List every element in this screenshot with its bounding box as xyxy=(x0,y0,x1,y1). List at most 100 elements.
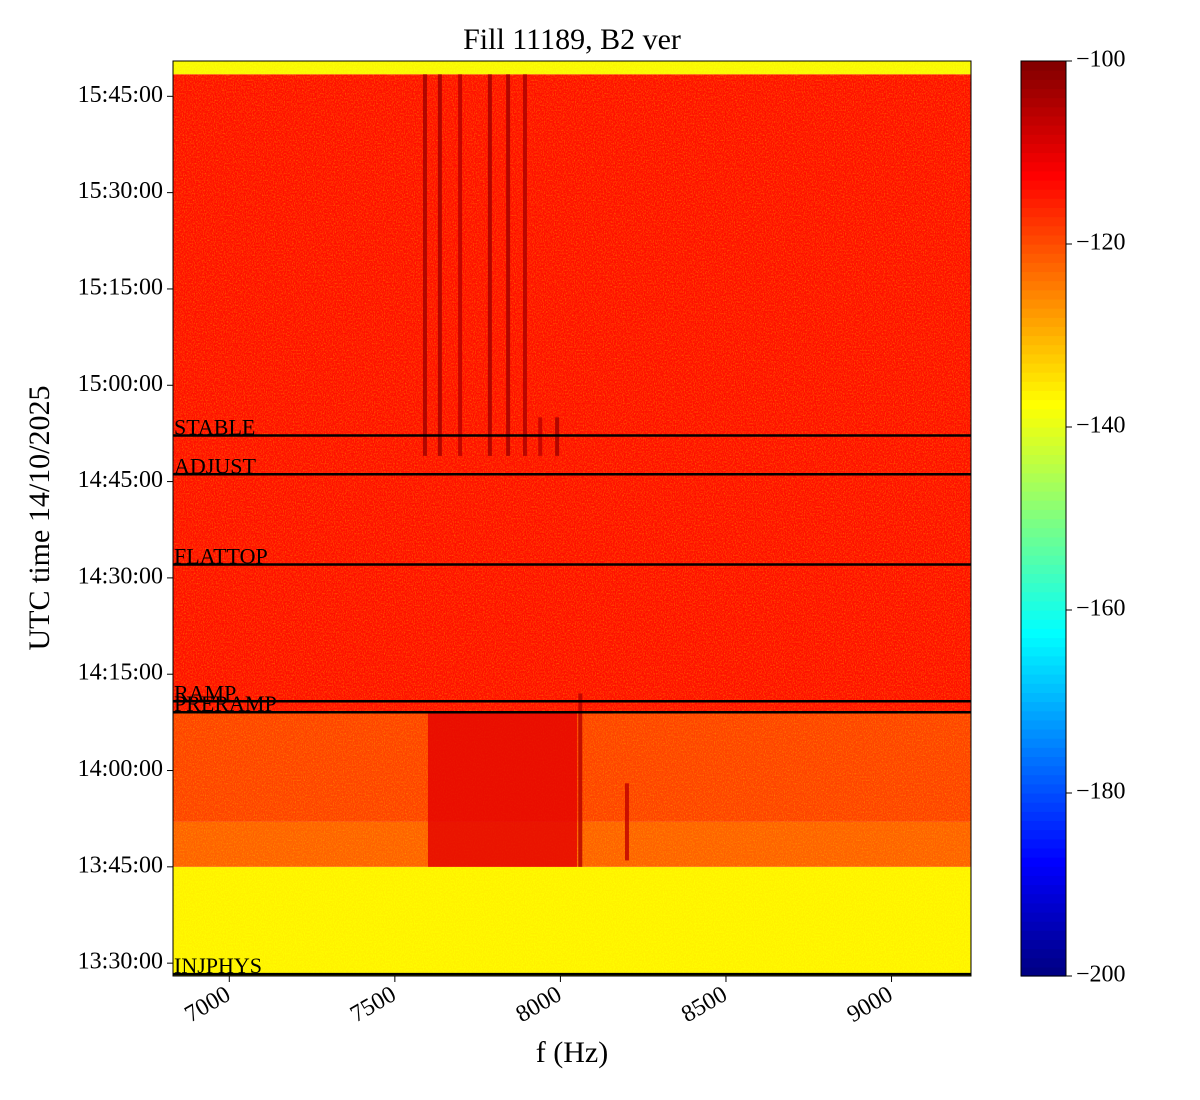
y-tick-label: 15:45:00 xyxy=(78,82,163,108)
colorbar-step xyxy=(1021,655,1066,666)
colorbar-step xyxy=(1021,134,1066,144)
colorbar-step xyxy=(1021,390,1066,401)
colorbar-step xyxy=(1021,719,1066,730)
colorbar-step xyxy=(1021,948,1066,959)
spectral-feature xyxy=(522,74,527,456)
colorbar-step xyxy=(1021,289,1066,300)
colorbar-tick-label: −100 xyxy=(1076,47,1126,73)
colorbar-step xyxy=(1021,271,1066,282)
mode-label: PRERAMP xyxy=(174,691,277,716)
colorbar-step xyxy=(1021,610,1066,620)
colorbar-step xyxy=(1021,253,1066,263)
colorbar-step xyxy=(1021,97,1066,108)
colorbar-step xyxy=(1021,445,1066,456)
y-tick-label: 15:00:00 xyxy=(78,371,163,397)
spectral-feature xyxy=(506,74,511,456)
colorbar-step xyxy=(1021,829,1066,840)
x-tick-label: 8000 xyxy=(512,981,567,1028)
colorbar-step xyxy=(1021,783,1066,794)
mode-label: FLATTOP xyxy=(174,544,268,569)
colorbar-step xyxy=(1021,362,1066,373)
colorbar-step xyxy=(1021,692,1066,703)
x-axis-label: f (Hz) xyxy=(536,1036,608,1069)
colorbar-step xyxy=(1021,88,1066,99)
colorbar-step xyxy=(1021,902,1066,913)
colorbar-step xyxy=(1021,893,1066,904)
colorbar-step xyxy=(1021,637,1066,648)
spectral-feature xyxy=(578,693,583,867)
colorbar-step xyxy=(1021,518,1066,529)
colorbar-step xyxy=(1021,353,1066,364)
mode-label: ADJUST xyxy=(174,453,256,478)
y-axis-label: UTC time 14/10/2025 xyxy=(23,386,56,651)
colorbar-step xyxy=(1021,866,1066,876)
colorbar-step xyxy=(1021,628,1066,639)
colorbar-step xyxy=(1021,326,1066,337)
colorbar-step xyxy=(1021,710,1066,721)
colorbar-step xyxy=(1021,344,1066,355)
colorbar-step xyxy=(1021,847,1066,858)
colorbar-step xyxy=(1021,335,1066,346)
x-tick-label: 7000 xyxy=(180,981,235,1028)
colorbar-step xyxy=(1021,664,1066,675)
plot-frame xyxy=(172,60,972,977)
colorbar-step xyxy=(1021,765,1066,776)
colorbar-step xyxy=(1021,930,1066,940)
colorbar-frame xyxy=(1020,60,1067,977)
chart-title: Fill 11189, B2 ver xyxy=(463,23,681,56)
colorbar-step xyxy=(1021,793,1066,803)
spectral-feature xyxy=(487,74,492,456)
colorbar-step xyxy=(1021,555,1066,565)
colorbar-step xyxy=(1021,143,1066,154)
colorbar-step xyxy=(1021,125,1066,135)
spectral-feature xyxy=(458,74,463,456)
y-tick-label: 14:45:00 xyxy=(78,467,163,493)
colorbar-step xyxy=(1021,189,1066,199)
y-tick-label: 14:15:00 xyxy=(78,660,163,686)
colorbar-step xyxy=(1021,820,1066,831)
colorbar-tick-label: −120 xyxy=(1076,230,1126,256)
spectral-feature xyxy=(422,74,427,456)
colorbar-step xyxy=(1021,857,1066,867)
colorbar-step xyxy=(1021,225,1066,236)
spectral-feature xyxy=(624,783,629,861)
colorbar-tick-label: −200 xyxy=(1076,962,1126,988)
colorbar-step xyxy=(1021,491,1066,501)
colorbar-step xyxy=(1021,463,1066,474)
colorbar-step xyxy=(1021,573,1066,584)
colorbar-step xyxy=(1021,317,1066,327)
colorbar-step xyxy=(1021,79,1066,90)
colorbar-step xyxy=(1021,701,1066,712)
colorbar-step xyxy=(1021,683,1066,693)
colorbar-step xyxy=(1021,234,1066,245)
colorbar-step xyxy=(1021,884,1066,895)
colorbar-step xyxy=(1021,545,1066,556)
colorbar-step xyxy=(1021,454,1066,465)
colorbar-step xyxy=(1021,472,1066,483)
colorbar-step xyxy=(1021,170,1066,181)
mode-label: RAMP xyxy=(174,680,236,705)
colorbar-tick-label: −140 xyxy=(1076,413,1126,439)
colorbar xyxy=(1021,61,1066,977)
colorbar-step xyxy=(1021,280,1066,291)
colorbar-step xyxy=(1021,179,1066,190)
y-tick-label: 13:30:00 xyxy=(78,949,163,975)
x-tick-label: 8500 xyxy=(677,981,732,1028)
colorbar-step xyxy=(1021,262,1066,273)
colorbar-step xyxy=(1021,408,1066,419)
colorbar-step xyxy=(1021,244,1066,254)
colorbar-step xyxy=(1021,216,1066,227)
colorbar-step xyxy=(1021,298,1066,309)
colorbar-step xyxy=(1021,436,1066,446)
mode-label: STABLE xyxy=(174,415,255,440)
colorbar-step xyxy=(1021,582,1066,593)
colorbar-step xyxy=(1021,911,1066,922)
colorbar-step xyxy=(1021,70,1066,80)
colorbar-step xyxy=(1021,61,1066,71)
colorbar-step xyxy=(1021,738,1066,748)
colorbar-step xyxy=(1021,207,1066,218)
y-tick-label: 15:15:00 xyxy=(78,274,163,300)
colorbar-step xyxy=(1021,802,1066,812)
colorbar-step xyxy=(1021,811,1066,822)
